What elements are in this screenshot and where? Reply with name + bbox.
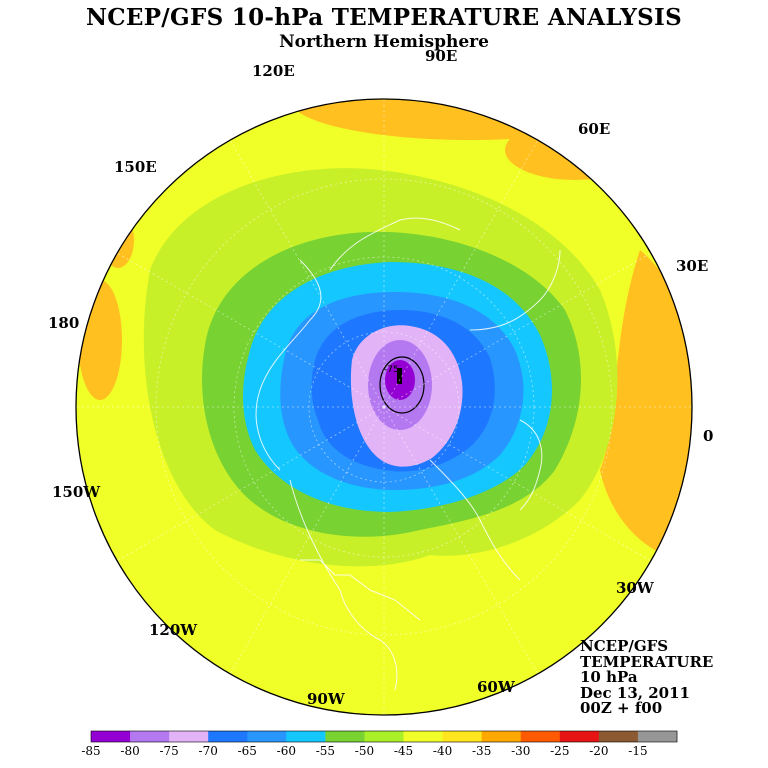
legend-swatch: [442, 731, 483, 742]
legend-swatch: [91, 731, 131, 742]
info-block: NCEP/GFS TEMPERATURE 10 hPa Dec 13, 2011…: [580, 637, 714, 717]
legend-tick-label: -50: [355, 744, 374, 758]
lon-label-30e: 30E: [676, 257, 708, 275]
lon-label-30w: 30W: [616, 579, 655, 597]
legend-swatch: [364, 731, 405, 742]
legend-swatch: [559, 731, 600, 742]
legend-swatch: [286, 731, 326, 742]
legend-tick-label: -45: [394, 744, 413, 758]
info-level: 10 hPa: [580, 668, 638, 686]
legend-tick-label: -75: [159, 744, 178, 758]
legend-tick-label: -35: [472, 744, 491, 758]
lon-label-180: 180: [48, 314, 79, 332]
info-forecast: 00Z + f00: [580, 699, 663, 717]
legend-tick-label: -65: [238, 744, 257, 758]
legend-border: [90, 730, 678, 743]
info-field: TEMPERATURE: [580, 652, 714, 671]
lon-label-120w: 120W: [149, 621, 198, 639]
legend-tick-label: -85: [81, 744, 100, 758]
map-title: NCEP/GFS 10-hPa TEMPERATURE ANALYSIS: [85, 4, 683, 31]
legend-swatch: [481, 731, 522, 742]
legend-tick-label: -30: [511, 744, 530, 758]
legend-tick-label: -40: [433, 744, 452, 758]
lon-label-90w: 90W: [307, 690, 346, 708]
lon-label-60e: 60E: [578, 120, 610, 138]
info-date: Dec 13, 2011: [580, 683, 690, 702]
vortex-contour-label: -75: [384, 365, 399, 375]
lon-label-120e: 120E: [252, 62, 295, 80]
lon-label-150e: 150E: [114, 158, 157, 176]
lon-label-90e: 90E: [425, 47, 457, 65]
legend-swatch: [325, 731, 365, 742]
legend-tick-label: -55: [316, 744, 335, 758]
coastlines: [255, 217, 561, 691]
legend-tick-label: -25: [550, 744, 569, 758]
graticule: [76, 99, 692, 715]
legend-swatch: [208, 731, 248, 742]
map-subtitle: Northern Hemisphere: [279, 32, 489, 52]
legend-swatch: [598, 731, 639, 742]
legend-swatch: [520, 731, 561, 742]
legend-swatch: [247, 731, 287, 742]
legend-tick-label: -60: [277, 744, 296, 758]
legend-tick-label: -20: [589, 744, 608, 758]
lon-label-60w: 60W: [477, 678, 516, 696]
info-model: NCEP/GFS: [580, 637, 669, 655]
map-border: [75, 98, 693, 716]
legend-swatch: [169, 731, 209, 742]
legend-swatch: [637, 731, 678, 742]
vortex-min-marker: [397, 368, 402, 384]
lon-label-0: 0: [703, 427, 713, 445]
lon-label-150w: 150W: [52, 483, 101, 501]
legend-tick-label: -80: [120, 744, 139, 758]
warm-patch-east: [600, 250, 692, 560]
legend-swatch: [403, 731, 444, 742]
legend-tick-label: -70: [199, 744, 218, 758]
legend-swatch: [130, 731, 170, 742]
contour-ring: [379, 356, 425, 414]
legend-tick-label: -15: [628, 744, 647, 758]
